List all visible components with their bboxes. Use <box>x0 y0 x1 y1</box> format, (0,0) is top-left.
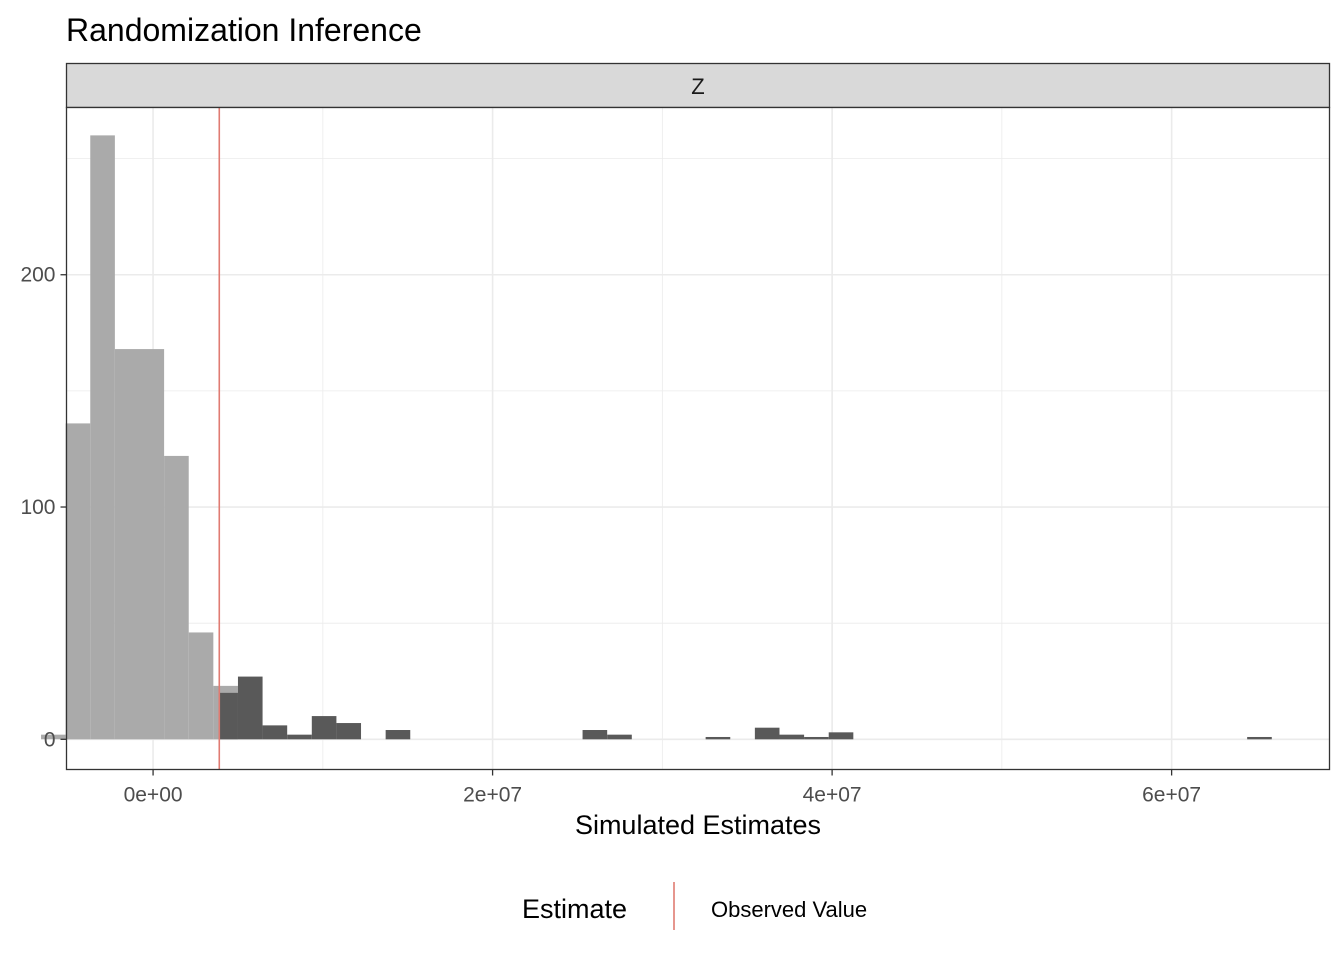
legend-title: Estimate <box>522 894 627 924</box>
plot-panel-border <box>65 106 1331 771</box>
histogram-bar-light <box>114 349 140 740</box>
plot-panel-background <box>66 107 1330 770</box>
histogram-bar-light <box>139 349 165 740</box>
y-tick-label: 100 <box>20 496 55 519</box>
chart-title: Randomization Inference <box>66 12 422 48</box>
x-tick-label: 2e+07 <box>463 784 522 807</box>
histogram-bar-dark <box>311 716 337 740</box>
legend: Estimate Observed Value <box>522 882 867 930</box>
x-axis-title: Simulated Estimates <box>575 810 821 840</box>
y-tick-label: 200 <box>20 264 55 287</box>
x-axis: 0e+00 2e+07 4e+07 6e+07 <box>124 769 1201 807</box>
histogram-bar-light <box>164 455 189 740</box>
histogram-bars <box>41 135 1272 740</box>
histogram-bar-dark <box>262 725 288 740</box>
histogram-bar-light <box>41 734 66 740</box>
histogram-bar-light <box>213 685 220 740</box>
histogram-bar-light <box>188 632 214 740</box>
histogram-bar-dark <box>219 692 238 740</box>
x-tick-label: 6e+07 <box>1142 784 1201 807</box>
histogram-bar-light <box>65 423 91 740</box>
histogram-bar-dark <box>1247 736 1272 740</box>
histogram-bar-dark <box>607 734 632 740</box>
x-tick-label: 0e+00 <box>124 784 183 807</box>
facet-strip <box>65 62 1331 109</box>
y-tick-label: 0 <box>44 728 56 751</box>
histogram-bar-dark <box>828 732 854 740</box>
histogram-bar-dark <box>287 734 312 740</box>
histogram-bar-dark <box>705 736 731 740</box>
histogram-bar-dark <box>754 727 780 740</box>
histogram-bar-dark <box>582 730 608 740</box>
histogram-bar-dark <box>385 730 411 740</box>
histogram-bar-dark <box>779 734 805 740</box>
y-axis: 0 100 200 <box>20 264 67 751</box>
histogram-bar-light <box>90 135 115 740</box>
facet-strip-label: Z <box>691 74 704 99</box>
histogram-bar-dark <box>336 723 362 740</box>
histogram-bar-dark <box>804 736 829 740</box>
histogram-bar-dark <box>237 676 263 740</box>
legend-label-observed-value: Observed Value <box>711 897 867 922</box>
x-tick-label: 4e+07 <box>803 784 862 807</box>
